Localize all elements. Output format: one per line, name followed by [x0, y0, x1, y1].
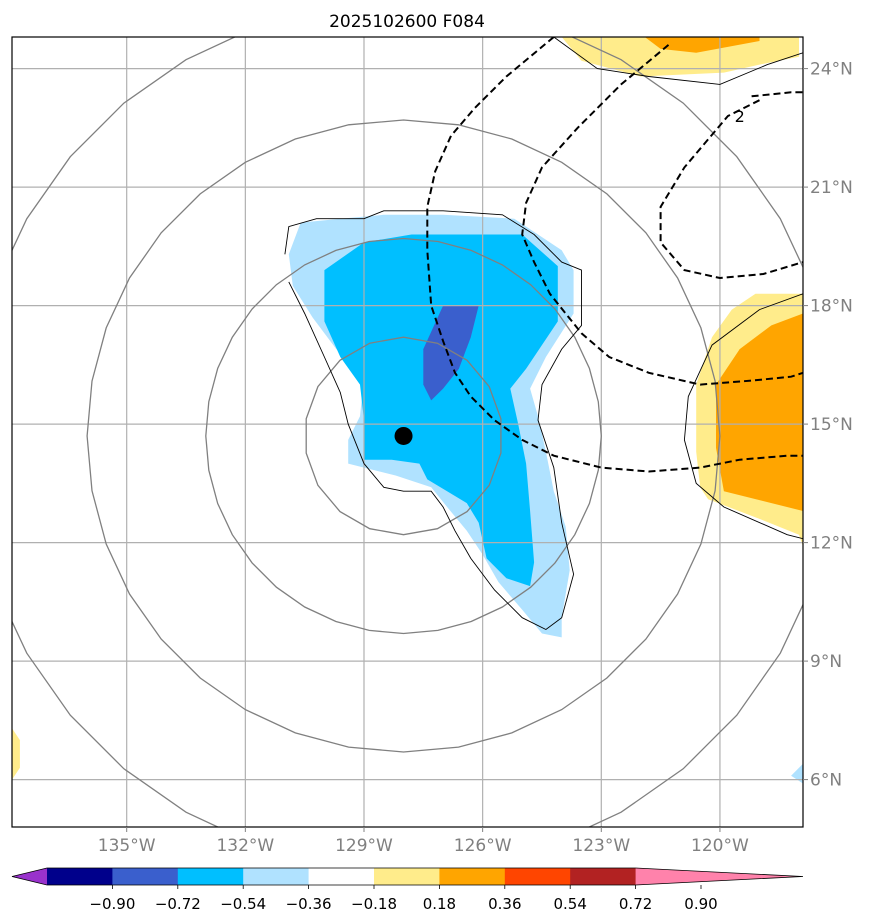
- y-tick-label: 9°N: [810, 652, 842, 672]
- x-tick-label: 120°W: [691, 836, 749, 856]
- x-tick-label: 123°W: [572, 836, 630, 856]
- range-ring: [305, 336, 502, 536]
- x-tick-label: 126°W: [454, 836, 512, 856]
- storm-center-marker: [394, 426, 413, 445]
- colorbar-segment: [177, 868, 244, 885]
- colorbar-tick-label: 0.18: [423, 895, 456, 913]
- map-frame: [11, 36, 804, 828]
- axis-ticks: 135°W 132°W 129°W 126°W 123°W 120°W 24°N 21°N 18…: [98, 60, 853, 856]
- x-tick-label: 135°W: [98, 836, 156, 856]
- y-tick-label: 21°N: [810, 178, 853, 198]
- colorbar-extend-high: [635, 868, 803, 885]
- colorbar-segment: [47, 868, 113, 885]
- colorbar-tick-label: −0.18: [351, 895, 397, 913]
- colorbar: −0.90 −0.72 −0.54 −0.36 −0.18 0.18 0.36 0.54 0.7…: [11, 867, 804, 913]
- fill-pos-top-light: [561, 37, 799, 77]
- colorbar-tick-label: −0.54: [220, 895, 266, 913]
- contour-dash-3b: [751, 91, 803, 98]
- fill-neg-medium: [324, 234, 558, 587]
- range-ring: [86, 119, 721, 753]
- y-tick-label: 15°N: [810, 415, 853, 435]
- fill-neg-bottom-right: [791, 763, 803, 784]
- colorbar-tick-label: −0.90: [89, 895, 135, 913]
- contour-label: 2: [735, 107, 745, 126]
- contour-neg-outline: [284, 210, 582, 631]
- y-tick-label: 18°N: [810, 297, 853, 317]
- colorbar-segment: [112, 868, 179, 885]
- contour-pos-right-outline: [683, 293, 803, 540]
- contour-pos-top-outline: [553, 37, 803, 85]
- y-tick-label: 12°N: [810, 534, 853, 554]
- colorbar-tick-label: 0.90: [684, 895, 717, 913]
- y-tick-label: 24°N: [810, 60, 853, 80]
- colorbar-segment: [439, 868, 506, 885]
- colorbar-tick-label: 0.36: [488, 895, 521, 913]
- colorbar-segment: [504, 868, 571, 885]
- fill-pos-right-orange: [716, 313, 803, 511]
- range-ring: [205, 237, 602, 635]
- colorbar-segment: [308, 868, 375, 885]
- fill-neg-dark: [423, 305, 479, 401]
- colorbar-outline: [11, 867, 804, 886]
- colorbar-segment: [374, 868, 440, 885]
- colorbar-segment: [570, 868, 637, 885]
- fill-pos-top-orange: [644, 37, 760, 53]
- x-tick-label: 129°W: [335, 836, 393, 856]
- fill-pos-bottom-left: [12, 728, 20, 780]
- map-plot-area: 2: [12, 37, 803, 827]
- colorbar-tick-label: 0.54: [553, 895, 586, 913]
- contour-dash-2: [521, 44, 803, 386]
- y-tick-label: 6°N: [810, 771, 842, 791]
- colorbar-tick-label: −0.72: [155, 895, 201, 913]
- contour-dash-1: [426, 37, 803, 473]
- colorbar-extend-low: [12, 868, 47, 885]
- contour-dash-3: [659, 99, 803, 280]
- chart-title: 2025102600 F084: [329, 12, 485, 32]
- x-tick-label: 132°W: [216, 836, 274, 856]
- colorbar-segment: [243, 868, 310, 885]
- range-ring: [12, 37, 803, 827]
- colorbar-tick-label: −0.36: [286, 895, 332, 913]
- colorbar-tick-label: 0.72: [619, 895, 652, 913]
